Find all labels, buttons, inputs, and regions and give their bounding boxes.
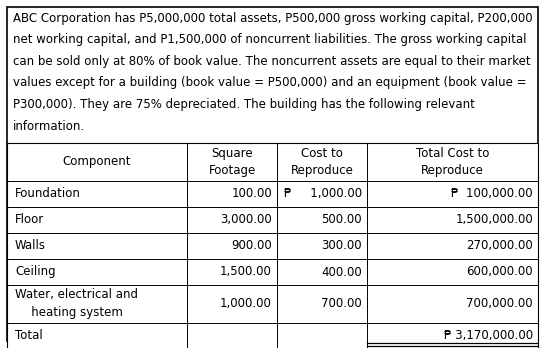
Text: values except for a building (book value = P500,000) and an equipment (book valu: values except for a building (book value… (13, 77, 526, 89)
Text: Water, electrical and: Water, electrical and (15, 288, 138, 301)
Text: 400.00: 400.00 (321, 266, 362, 278)
Text: Floor: Floor (15, 214, 44, 227)
Text: Component: Component (63, 156, 131, 168)
Text: 3,000.00: 3,000.00 (220, 214, 272, 227)
Bar (7, 143, 538, 348)
Text: Foundation: Foundation (15, 188, 81, 200)
Text: Total Cost to: Total Cost to (416, 147, 489, 160)
Text: 1,000.00: 1,000.00 (220, 298, 272, 310)
Text: Ceiling: Ceiling (15, 266, 56, 278)
Text: Reproduce: Reproduce (290, 164, 354, 177)
Text: Reproduce: Reproduce (421, 164, 484, 177)
Text: ₱  100,000.00: ₱ 100,000.00 (451, 188, 533, 200)
Text: net working capital, and P1,500,000 of noncurrent liabilities. The gross working: net working capital, and P1,500,000 of n… (13, 33, 526, 47)
Text: heating system: heating system (20, 306, 123, 319)
Text: 500.00: 500.00 (322, 214, 362, 227)
Text: 700.00: 700.00 (321, 298, 362, 310)
Text: P300,000). They are 75% depreciated. The building has the following relevant: P300,000). They are 75% depreciated. The… (13, 98, 475, 111)
Text: 600,000.00: 600,000.00 (467, 266, 533, 278)
Text: 300.00: 300.00 (322, 239, 362, 253)
Text: 1,500,000.00: 1,500,000.00 (455, 214, 533, 227)
Text: 900.00: 900.00 (231, 239, 272, 253)
Text: Square: Square (211, 147, 253, 160)
Text: Total: Total (15, 330, 43, 342)
Text: 700,000.00: 700,000.00 (467, 298, 533, 310)
Text: Cost to: Cost to (301, 147, 343, 160)
Text: can be sold only at 80% of book value. The noncurrent assets are equal to their : can be sold only at 80% of book value. T… (13, 55, 531, 68)
Text: Footage: Footage (208, 164, 256, 177)
Text: ABC Corporation has P5,000,000 total assets, P500,000 gross working capital, P20: ABC Corporation has P5,000,000 total ass… (13, 12, 532, 25)
Text: 100.00: 100.00 (231, 188, 272, 200)
Text: information.: information. (13, 119, 85, 133)
Text: Walls: Walls (15, 239, 46, 253)
Text: 270,000.00: 270,000.00 (467, 239, 533, 253)
Text: 1,500.00: 1,500.00 (220, 266, 272, 278)
Text: ₱ 3,170,000.00: ₱ 3,170,000.00 (444, 330, 533, 342)
Text: ₱     1,000.00: ₱ 1,000.00 (284, 188, 362, 200)
